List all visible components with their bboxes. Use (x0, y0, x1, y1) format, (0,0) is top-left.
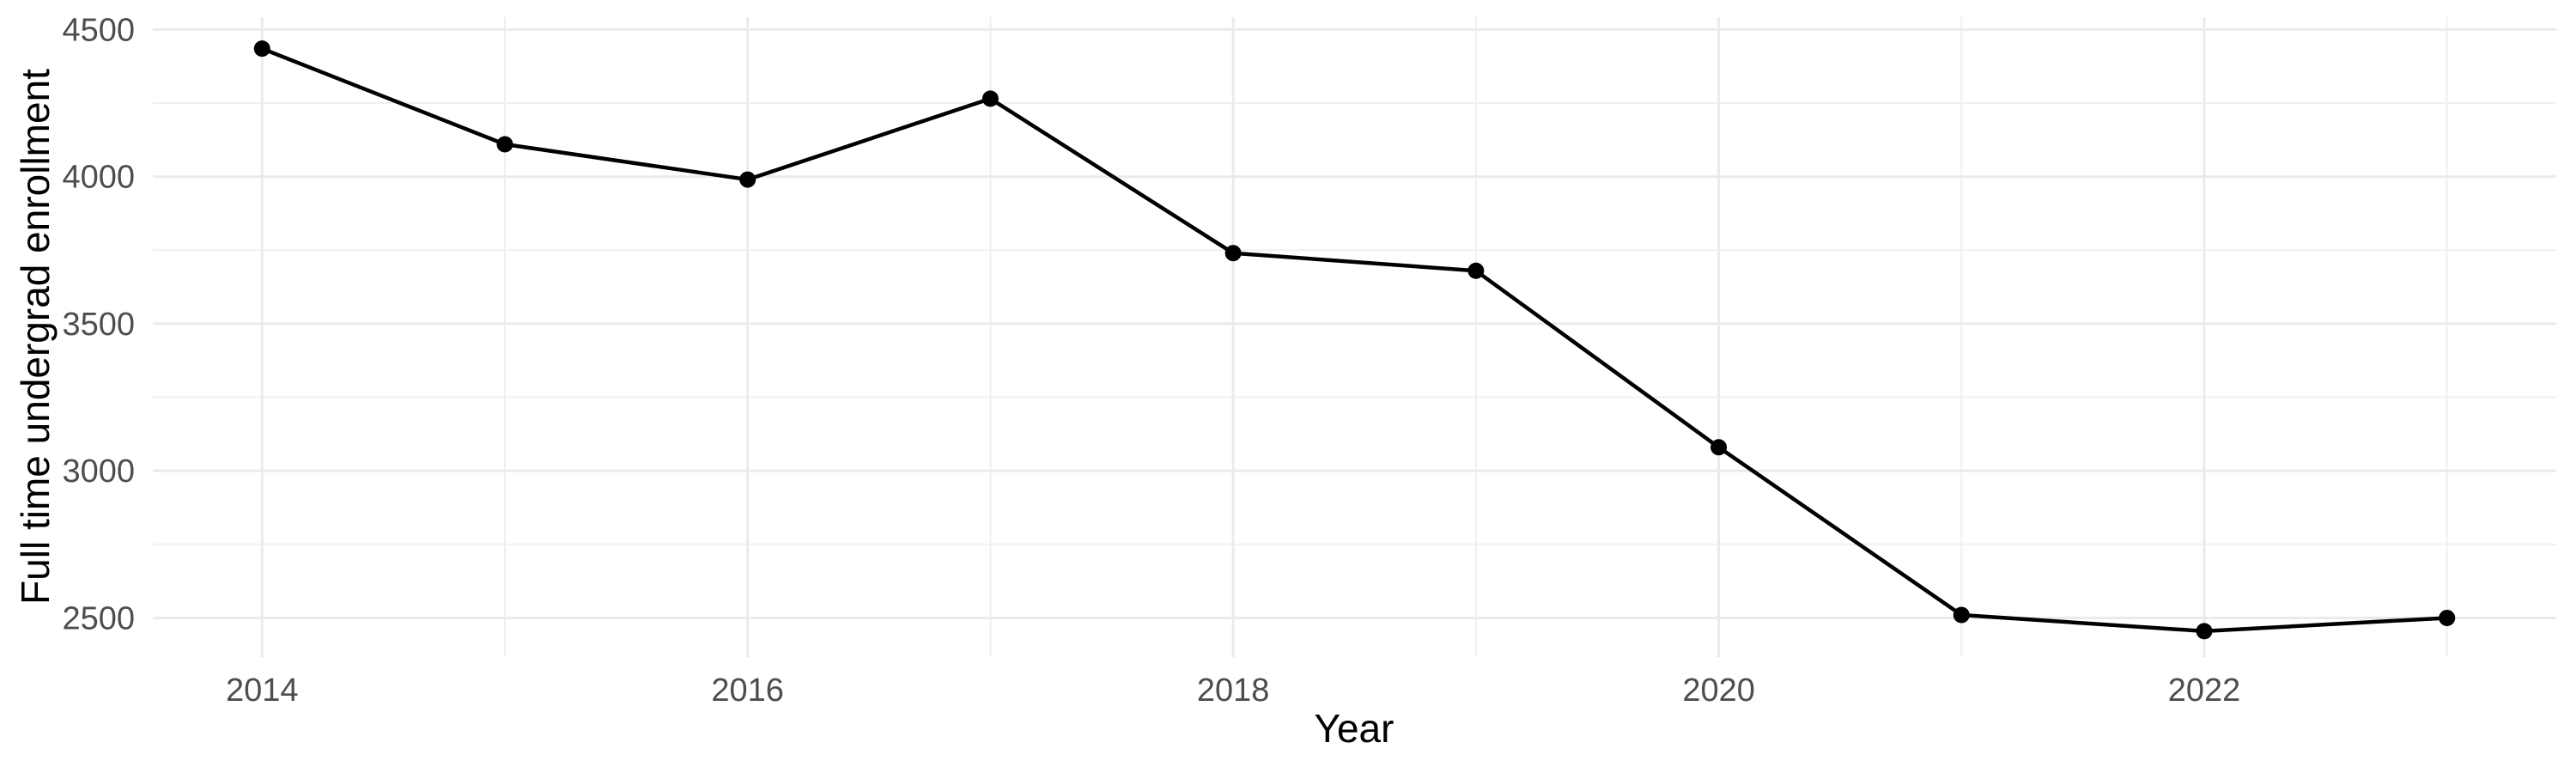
data-points (253, 40, 2456, 640)
line-series (259, 46, 2450, 634)
major-gridlines (153, 17, 2556, 657)
y-tick-label: 4000 (62, 160, 135, 196)
data-point (1224, 245, 1242, 262)
data-point (2196, 623, 2213, 640)
data-point (981, 90, 999, 107)
data-point (253, 40, 270, 58)
y-axis-title: Full time undergrad enrollment (13, 69, 58, 605)
data-point (739, 171, 756, 188)
data-point (2439, 609, 2456, 626)
enrollment-trend-line (259, 46, 2450, 634)
x-tick-labels: 2014 2016 2018 2020 2022 (226, 673, 2240, 709)
y-tick-label: 2500 (62, 600, 135, 636)
x-tick-label: 2022 (2168, 673, 2241, 709)
y-tick-label: 4500 (62, 12, 135, 48)
data-point (1953, 606, 1970, 624)
data-point (1710, 439, 1728, 456)
x-tick-label: 2014 (226, 673, 299, 709)
data-point (1467, 262, 1485, 279)
x-tick-label: 2020 (1682, 673, 1755, 709)
y-tick-label: 3500 (62, 307, 135, 343)
data-point (496, 136, 513, 153)
y-tick-labels: 2500 3000 3500 4000 4500 (62, 12, 135, 636)
x-tick-label: 2016 (711, 673, 784, 709)
minor-gridlines (153, 17, 2556, 657)
x-axis-title: Year (1315, 706, 1394, 751)
x-tick-label: 2018 (1197, 673, 1270, 709)
y-tick-label: 3000 (62, 453, 135, 490)
